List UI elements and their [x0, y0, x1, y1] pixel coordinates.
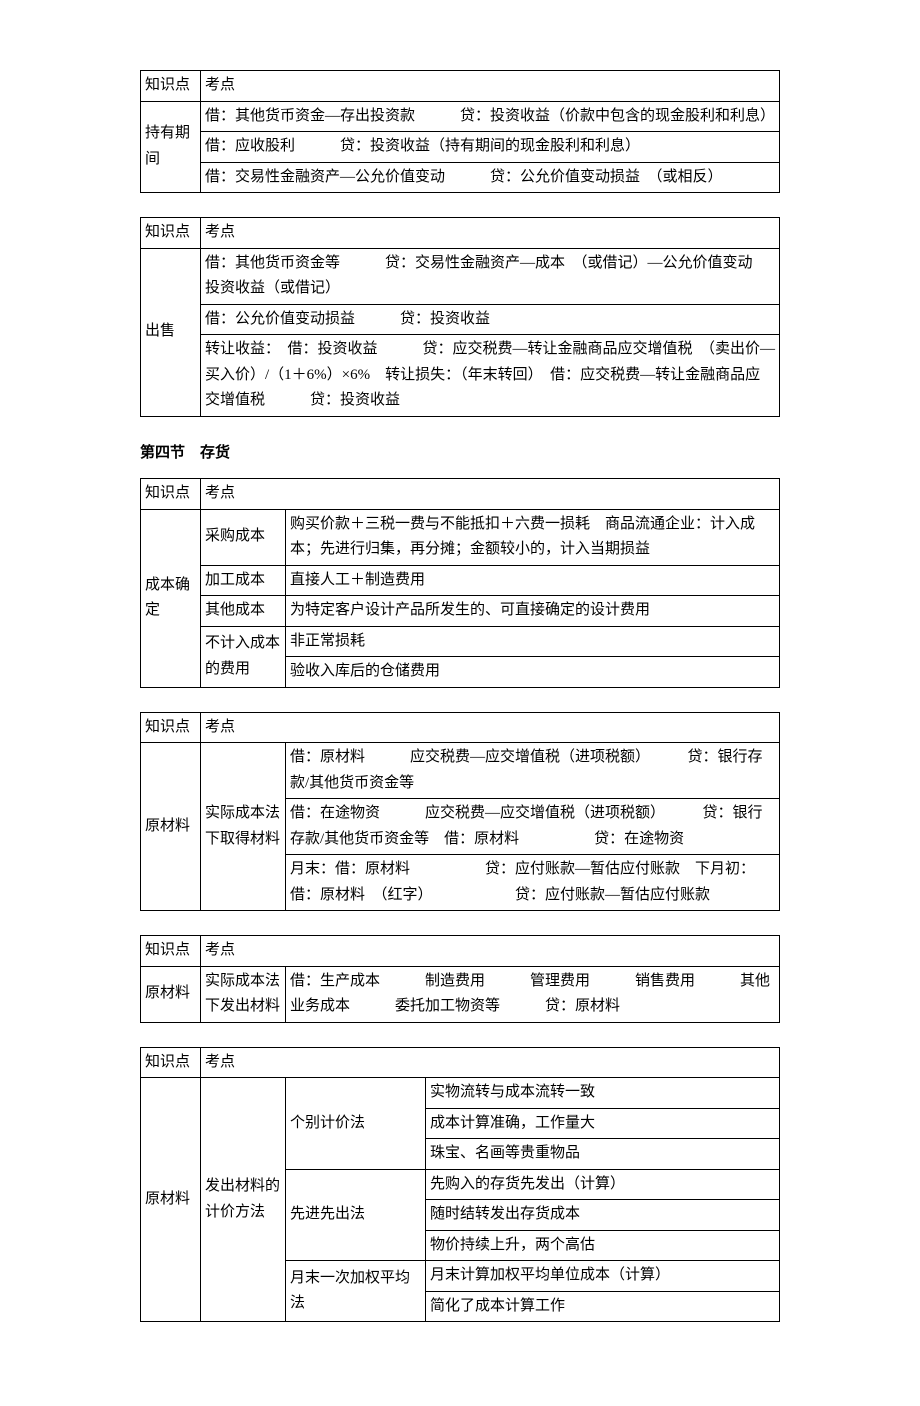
content-cell: 验收入库后的仓储费用 [286, 657, 780, 688]
detail-cell: 物价持续上升，两个高估 [426, 1230, 780, 1261]
category-cell: 原材料 [141, 966, 201, 1022]
header-cell: 知识点 [141, 712, 201, 743]
section-heading: 第四节 存货 [140, 441, 780, 467]
content-cell: 借：应收股利 贷：投资收益（持有期间的现金股利和利息） [201, 132, 780, 163]
method-cell: 个别计价法 [286, 1078, 426, 1170]
detail-cell: 随时结转发出存货成本 [426, 1200, 780, 1231]
content-cell: 借：生产成本 制造费用 管理费用 销售费用 其他业务成本 委托加工物资等 贷：原… [286, 966, 780, 1022]
header-cell: 考点 [201, 1047, 780, 1078]
header-cell: 知识点 [141, 1047, 201, 1078]
header-cell: 知识点 [141, 71, 201, 102]
content-cell: 借：在途物资 应交税费—应交增值税（进项税额） 贷：银行存款/其他货币资金等 借… [286, 799, 780, 855]
content-cell: 借：公允价值变动损益 贷：投资收益 [201, 304, 780, 335]
detail-cell: 实物流转与成本流转一致 [426, 1078, 780, 1109]
detail-cell: 先购入的存货先发出（计算） [426, 1169, 780, 1200]
content-cell: 借：其他货币资金—存出投资款 贷：投资收益（价款中包含的现金股利和利息） [201, 101, 780, 132]
header-cell: 知识点 [141, 936, 201, 967]
content-cell: 借：其他货币资金等 贷：交易性金融资产—成本 （或借记）—公允价值变动 投资收益… [201, 248, 780, 304]
category-cell: 出售 [141, 248, 201, 416]
category-cell: 原材料 [141, 743, 201, 911]
table-pricing-methods: 知识点 考点 原材料 发出材料的计价方法 个别计价法 实物流转与成本流转一致 成… [140, 1047, 780, 1323]
header-cell: 考点 [201, 936, 780, 967]
category-cell: 成本确定 [141, 509, 201, 687]
category-cell: 原材料 [141, 1078, 201, 1322]
content-cell: 购买价款＋三税一费与不能抵扣＋六费一损耗 商品流通企业：计入成本；先进行归集，再… [286, 509, 780, 565]
content-cell: 非正常损耗 [286, 626, 780, 657]
content-cell: 转让收益： 借：投资收益 贷：应交税费—转让金融商品应交增值税 （卖出价—买入价… [201, 335, 780, 417]
method-cell: 先进先出法 [286, 1169, 426, 1261]
sub-label-cell: 加工成本 [201, 565, 286, 596]
content-cell: 直接人工＋制造费用 [286, 565, 780, 596]
header-cell: 知识点 [141, 218, 201, 249]
sub-label-cell: 不计入成本的费用 [201, 626, 286, 687]
detail-cell: 成本计算准确，工作量大 [426, 1108, 780, 1139]
sub-label-cell: 采购成本 [201, 509, 286, 565]
content-cell: 借：原材料 应交税费—应交增值税（进项税额） 贷：银行存款/其他货币资金等 [286, 743, 780, 799]
header-cell: 考点 [201, 479, 780, 510]
sub-label-cell: 实际成本法下取得材料 [201, 743, 286, 911]
table-sale: 知识点 考点 出售 借：其他货币资金等 贷：交易性金融资产—成本 （或借记）—公… [140, 217, 780, 417]
sub-label-cell: 发出材料的计价方法 [201, 1078, 286, 1322]
content-cell: 借：交易性金融资产—公允价值变动 贷：公允价值变动损益 （或相反） [201, 162, 780, 193]
table-material-obtain: 知识点 考点 原材料 实际成本法下取得材料 借：原材料 应交税费—应交增值税（进… [140, 712, 780, 912]
content-cell: 为特定客户设计产品所发生的、可直接确定的设计费用 [286, 596, 780, 627]
table-holding-period: 知识点 考点 持有期间 借：其他货币资金—存出投资款 贷：投资收益（价款中包含的… [140, 70, 780, 193]
method-cell: 月末一次加权平均法 [286, 1261, 426, 1322]
header-cell: 考点 [201, 71, 780, 102]
sub-label-cell: 实际成本法下发出材料 [201, 966, 286, 1022]
category-cell: 持有期间 [141, 101, 201, 193]
table-cost-determination: 知识点 考点 成本确定 采购成本 购买价款＋三税一费与不能抵扣＋六费一损耗 商品… [140, 478, 780, 688]
table-material-issue: 知识点 考点 原材料 实际成本法下发出材料 借：生产成本 制造费用 管理费用 销… [140, 935, 780, 1023]
header-cell: 知识点 [141, 479, 201, 510]
sub-label-cell: 其他成本 [201, 596, 286, 627]
detail-cell: 简化了成本计算工作 [426, 1291, 780, 1322]
header-cell: 考点 [201, 712, 780, 743]
header-cell: 考点 [201, 218, 780, 249]
detail-cell: 月末计算加权平均单位成本（计算） [426, 1261, 780, 1292]
content-cell: 月末：借：原材料 贷：应付账款—暂估应付账款 下月初：借：原材料 （红字） 贷：… [286, 855, 780, 911]
detail-cell: 珠宝、名画等贵重物品 [426, 1139, 780, 1170]
